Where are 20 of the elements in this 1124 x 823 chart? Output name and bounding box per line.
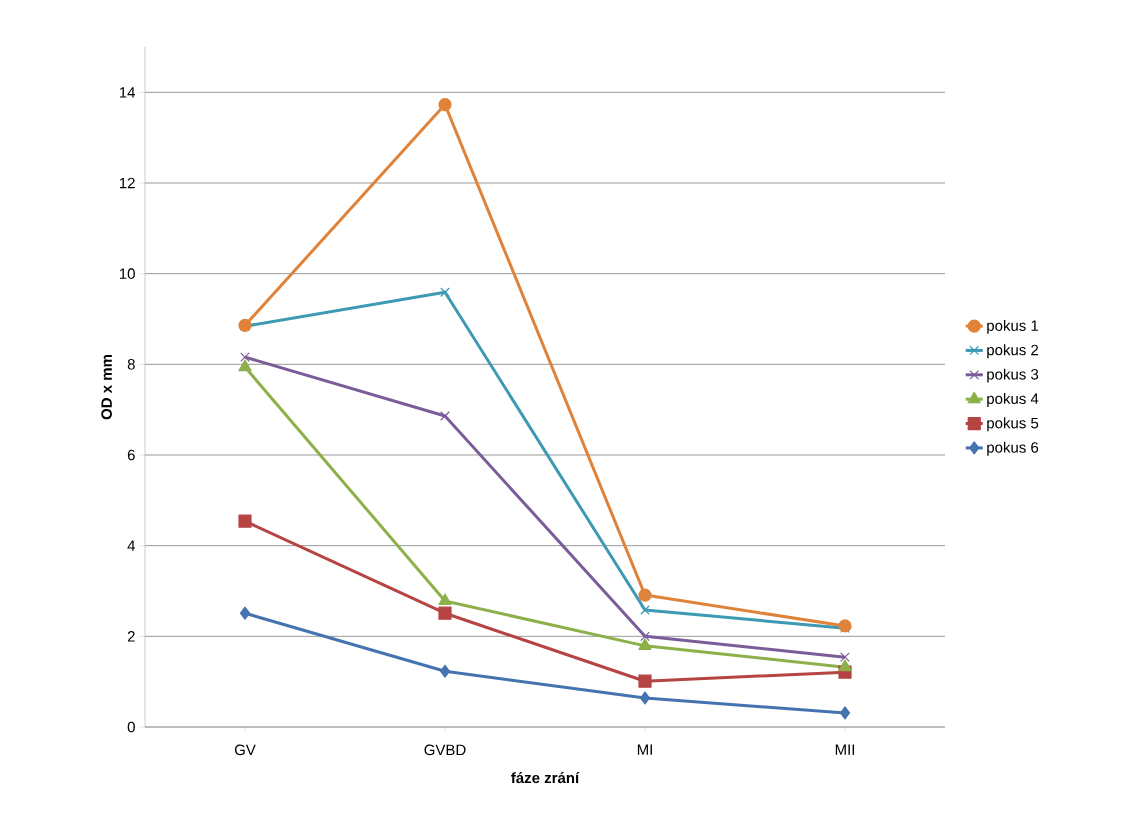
x-tick-label: GVBD [424,744,466,756]
legend-label: pokus 1 [987,319,1039,334]
legend-label: pokus 3 [987,368,1039,383]
legend-label: pokus 6 [987,441,1039,456]
legend-label: pokus 4 [987,393,1039,407]
y-axis-title: OD x mm [101,355,112,420]
y-tick-label: 2 [127,631,135,642]
x-axis-title: fáze zrání [511,772,580,784]
y-tick-label: 10 [119,268,135,279]
y-tick-label: 12 [119,177,135,189]
y-tick-label: 0 [127,721,135,733]
legend-label: pokus 2 [987,344,1039,359]
x-tick-label: MI [637,744,652,755]
x-tick-label: GV [234,744,256,756]
y-tick-label: 8 [127,359,135,370]
y-tick-label: 14 [119,87,136,98]
legend-label: pokus 5 [987,417,1039,432]
y-tick-label: 4 [127,540,136,551]
y-tick-label: 6 [127,449,135,461]
x-tick-label: MII [835,744,855,755]
